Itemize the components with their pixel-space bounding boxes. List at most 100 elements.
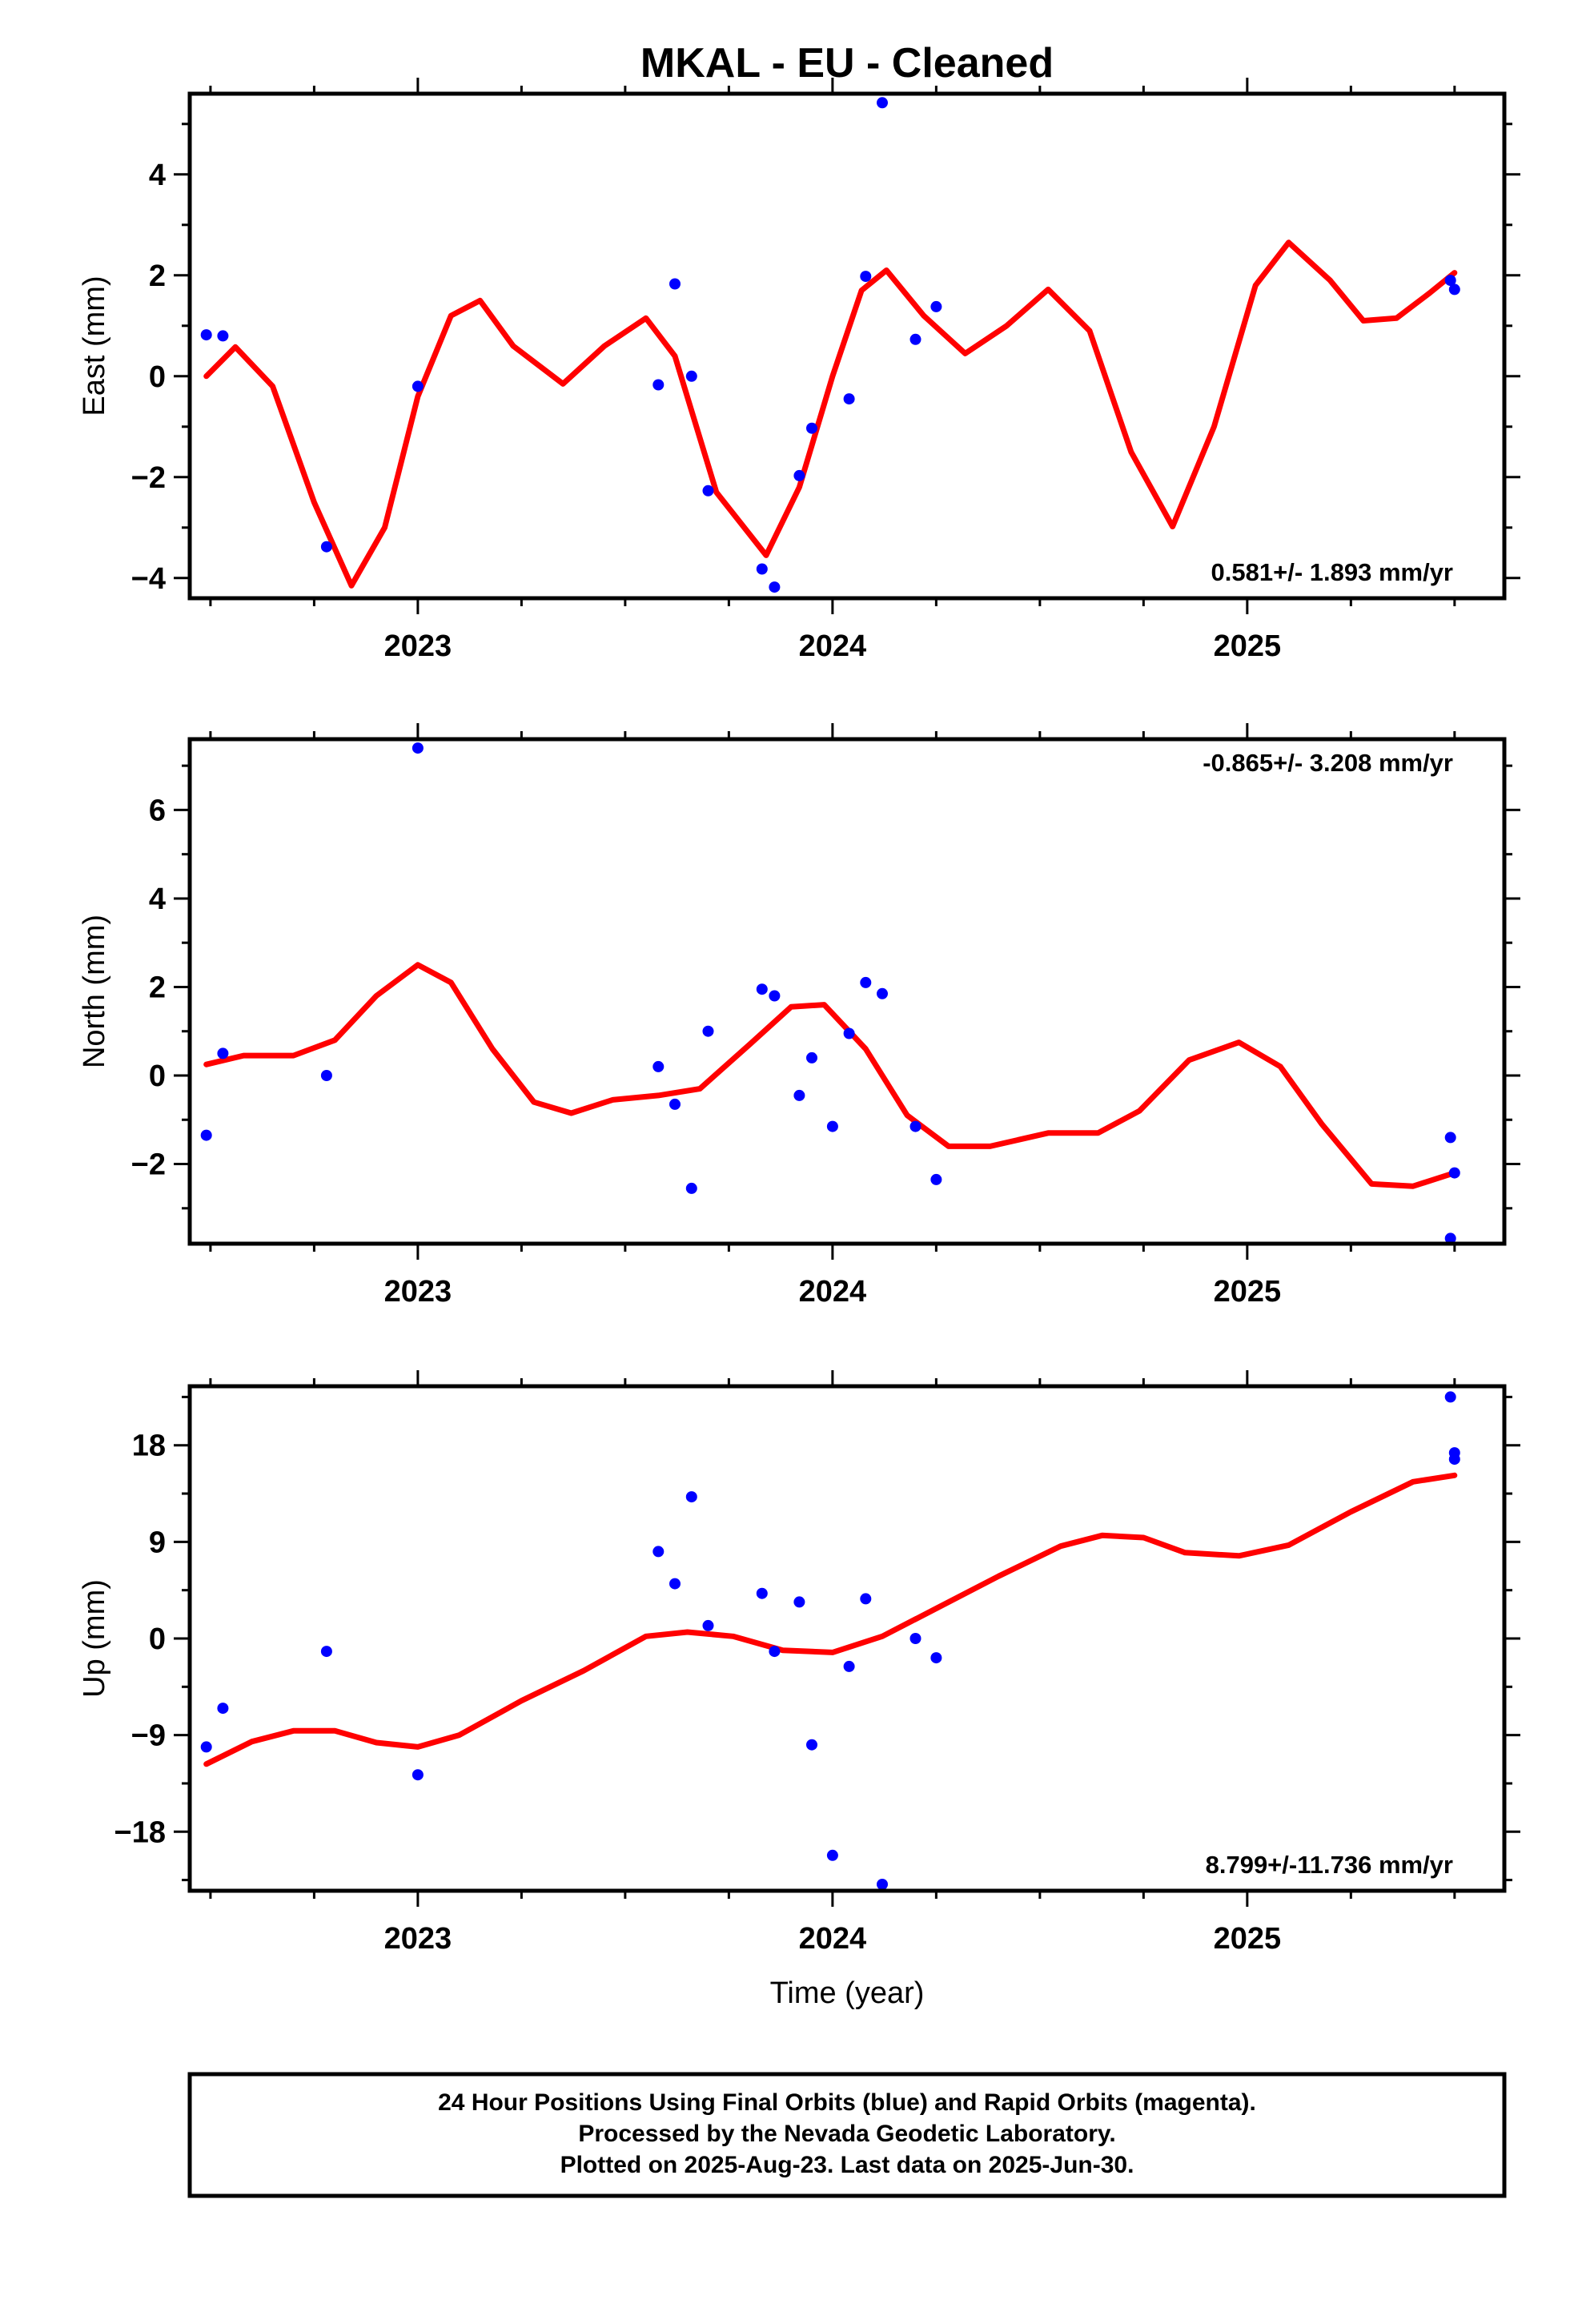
up-axes-frame [187, 1384, 1507, 1893]
north-data-point [806, 1051, 817, 1063]
up-y-tick-label: −9 [131, 1719, 166, 1753]
up-fit-line [203, 1472, 1458, 1767]
up-data-point [669, 1578, 681, 1590]
north-x-tick-label: 2023 [384, 1275, 452, 1309]
east-data-point [1444, 275, 1456, 287]
up-data-point [320, 1646, 332, 1658]
north-data-point [930, 1173, 942, 1185]
footer-line-1: 24 Hour Positions Using Final Orbits (bl… [438, 2089, 1256, 2116]
east-data-point [1448, 283, 1460, 296]
up-data-point [930, 1652, 942, 1664]
east-data-point [756, 563, 768, 575]
east-y-tick-label: −4 [131, 562, 166, 596]
north-data-point [769, 990, 781, 1002]
east-y-tick-label: 0 [149, 360, 166, 394]
up-y-tick-label: −18 [114, 1815, 166, 1849]
up-data-point [756, 1587, 768, 1599]
east-data-point [702, 485, 714, 497]
north-data-point [200, 1129, 212, 1141]
north-y-tick-label: 0 [149, 1059, 166, 1093]
east-data-point [909, 333, 921, 345]
east-y-tick-label: 4 [149, 159, 166, 192]
east-data-point [320, 541, 332, 553]
east-data-point [843, 393, 855, 405]
east-data-point [769, 581, 781, 593]
north-data-point [793, 1089, 805, 1101]
north-data-point [877, 987, 888, 999]
east-data-point [930, 300, 942, 312]
north-y-tick-label: 6 [149, 794, 166, 827]
up-data-point [702, 1619, 714, 1631]
figure-title: MKAL - EU - Cleaned [640, 40, 1054, 86]
up-panel: 2023 2024 2025 −18 −9 0 9 18 Up (mm) Time (year) 8… [78, 1370, 1520, 2010]
up-data-point [769, 1646, 781, 1658]
up-data-point [909, 1633, 921, 1644]
north-axes-frame [187, 737, 1507, 1246]
north-y-tick-label: −2 [131, 1148, 166, 1182]
north-panel: 2023 2024 2025 −2 0 2 4 6 North (mm) -0.865+/- 3.… [78, 723, 1520, 1309]
east-y-tick-label: 2 [149, 259, 166, 293]
footer-box: 24 Hour Positions Using Final Orbits (bl… [187, 2072, 1507, 2198]
north-data-point [685, 1182, 697, 1194]
north-velocity-annotation: -0.865+/- 3.208 mm/yr [1203, 749, 1453, 777]
up-data-point [826, 1849, 838, 1861]
east-data-point [200, 329, 212, 341]
east-fit-line [203, 239, 1458, 589]
east-axes-frame [187, 91, 1507, 601]
up-y-tick-label: 18 [132, 1429, 166, 1463]
east-x-tick-label: 2024 [799, 629, 867, 663]
up-data-point [1444, 1391, 1456, 1403]
up-x-tick-label: 2024 [799, 1922, 867, 1956]
north-data-point [1444, 1132, 1456, 1144]
north-data-point [1448, 1167, 1460, 1179]
up-data-point [200, 1741, 212, 1753]
up-data-point [412, 1769, 424, 1781]
up-data-point [652, 1546, 665, 1558]
up-data-point [1448, 1454, 1460, 1466]
north-x-tick-label: 2025 [1214, 1275, 1282, 1309]
north-y-tick-label: 2 [149, 971, 166, 1004]
east-data-point [685, 370, 697, 382]
east-data-point [412, 380, 424, 392]
north-data-point [412, 742, 424, 754]
east-data-point [217, 330, 229, 342]
east-data-point [793, 469, 805, 481]
north-fit-line [203, 962, 1458, 1189]
north-data-point [860, 976, 872, 988]
up-x-tick-label: 2025 [1214, 1922, 1282, 1956]
up-x-tick-label: 2023 [384, 1922, 452, 1956]
east-x-tick-label: 2023 [384, 629, 452, 663]
footer-line-3: Plotted on 2025-Aug-23. Last data on 202… [560, 2152, 1134, 2178]
north-data-point [909, 1120, 921, 1132]
north-data-point [1444, 1232, 1456, 1244]
up-data-point [843, 1660, 855, 1672]
east-data-point [669, 278, 681, 290]
up-y-axis-label: Up (mm) [78, 1579, 111, 1698]
east-panel: 2023 2024 2025 −4 −2 0 2 4 East (mm) 0.581+/- 1.8… [78, 78, 1520, 663]
north-data-point [843, 1027, 855, 1039]
up-data-point [860, 1593, 872, 1605]
east-data-point [806, 422, 817, 434]
north-data-point [217, 1047, 229, 1059]
north-x-tick-label: 2024 [799, 1275, 867, 1309]
up-x-axis-label: Time (year) [770, 1976, 925, 2010]
up-data-point [877, 1879, 888, 1890]
east-x-tick-label: 2025 [1214, 629, 1282, 663]
north-data-point [756, 983, 768, 995]
up-data-point [685, 1491, 697, 1503]
north-data-point [652, 1060, 665, 1072]
north-data-point [669, 1098, 681, 1110]
north-y-tick-label: 4 [149, 883, 166, 916]
up-data-point [806, 1739, 817, 1751]
north-y-axis-label: North (mm) [78, 915, 111, 1068]
north-data-point [320, 1070, 332, 1081]
east-velocity-annotation: 0.581+/- 1.893 mm/yr [1211, 558, 1453, 586]
east-y-tick-label: −2 [131, 461, 166, 495]
up-data-point [793, 1596, 805, 1608]
east-y-axis-label: East (mm) [78, 275, 111, 416]
east-data-point [860, 271, 872, 283]
up-velocity-annotation: 8.799+/-11.736 mm/yr [1206, 1851, 1453, 1879]
footer-line-2: Processed by the Nevada Geodetic Laborat… [578, 2121, 1115, 2147]
up-data-point [217, 1703, 229, 1715]
